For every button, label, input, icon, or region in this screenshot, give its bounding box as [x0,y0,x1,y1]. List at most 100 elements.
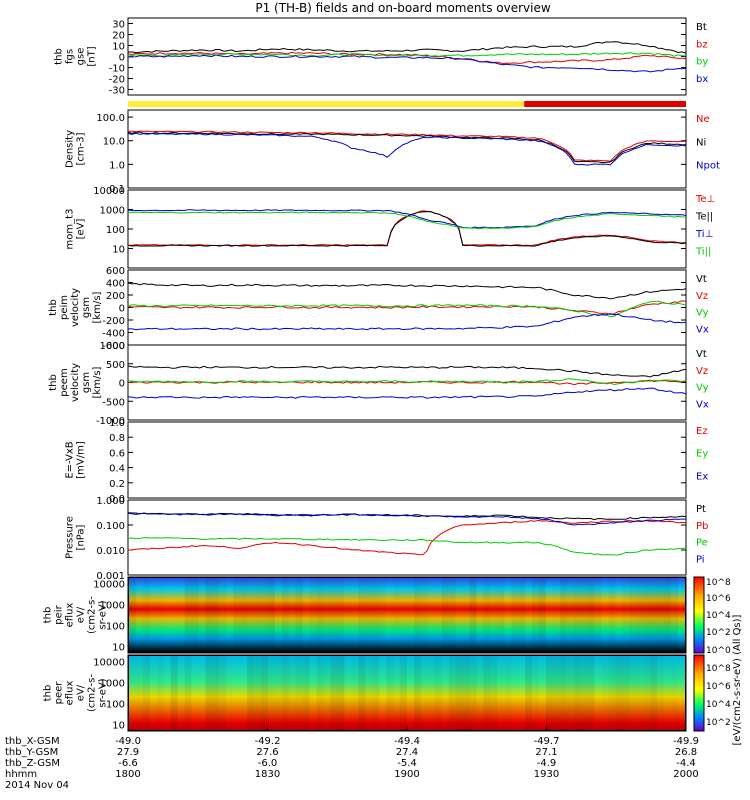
xrow-value-1-2: 27.4 [396,747,418,758]
ytick-label-peer_eflux-0: 10000 [93,657,125,668]
ytick-label-mom_t3-2: 100 [106,225,125,236]
spectro-col-peir_eflux-5 [163,578,171,652]
spectro-col-peer_eflux-50 [476,656,484,730]
xrow-label-2: thb_Z-GSM [5,758,60,769]
series-line-peim_velocity-3 [127,313,687,331]
ytick-label-mom_t3-1: 1000 [100,206,125,217]
spectro-col-peer_eflux-53 [497,656,505,730]
spectro-col-peir_eflux-21 [274,578,282,652]
ytick-label-pressure-0: 1.000 [96,496,125,507]
spectro-col-peer_eflux-51 [483,656,491,730]
spectro-col-peir_eflux-26 [309,578,317,652]
spectro-col-peer_eflux-6 [170,656,178,730]
spectro-col-peer_eflux-68 [601,656,609,730]
spectro-col-peir_eflux-23 [288,578,296,652]
spectro-col-peer_eflux-65 [580,656,588,730]
ytick-label-peim_velocity-0: 600 [106,266,125,277]
spectro-col-peer_eflux-18 [254,656,262,730]
ylabel-density-0: Density [65,130,76,168]
series-line-fgs-1 [127,51,687,65]
ytick-label-peem_velocity-0: 1000 [100,341,125,352]
spectro-col-peir_eflux-22 [281,578,289,652]
spectrogram-peer_eflux [129,656,685,730]
spectro-col-peir_eflux-68 [601,578,609,652]
xrow-label-0: thb_X-GSM [5,736,60,747]
spectro-col-peer_eflux-14 [226,656,234,730]
ytick-label-peer_eflux-2: 100 [106,700,125,711]
xrow-value-0-1: -49.2 [255,736,281,747]
ylabel-peem_velocity-3: gsm [81,372,92,393]
spectro-col-peer_eflux-40 [407,656,414,730]
spectro-col-peir_eflux-72 [629,578,637,652]
spectro-col-peer_eflux-37 [386,656,394,730]
panel-frame-peim_velocity [127,269,687,346]
chart-title: P1 (TH-B) fields and on-board moments ov… [255,1,551,15]
spectro-col-peir_eflux-73 [636,578,644,652]
spectro-col-peer_eflux-74 [643,656,651,730]
spectro-col-peer_eflux-59 [539,656,546,730]
spectro-col-peir_eflux-12 [212,578,220,652]
ylabel-peer_eflux-5: sr-eV) [98,678,109,707]
xrow-value-3-3: 1930 [534,769,559,780]
spectro-col-peer_eflux-23 [288,656,296,730]
spectro-col-peer_eflux-73 [636,656,644,730]
spectro-col-peer_eflux-19 [261,656,268,730]
series-line-density-0 [128,130,687,162]
legend-peem_velocity-2: Vy [696,383,709,394]
ytick-label-peir_eflux-1: 1000 [100,600,125,611]
spectro-col-peer_eflux-64 [573,656,581,730]
spectro-col-peir_eflux-57 [525,578,533,652]
ylabel-E_field-1: [mV/m] [76,441,87,479]
spectro-col-peer_eflux-30 [337,656,345,730]
spectrogram-peir_eflux [129,578,685,652]
spectro-col-peer_eflux-52 [490,656,498,730]
ylabel-peer_eflux-4: (cm2-s- [87,674,98,712]
ylabel-peer_eflux-2: eflux [65,681,76,706]
spectro-col-peer_eflux-69 [608,656,616,730]
spectro-col-peer_eflux-61 [552,656,560,730]
spectro-col-peer_eflux-20 [268,656,275,730]
ytick-label-fgs-4: -10 [109,64,125,75]
colorbar-title: [eV/(cm2-s-sr-eV) (All Qs)] [732,614,743,745]
spectro-col-peer_eflux-56 [518,656,526,730]
xrow-value-1-4: 26.8 [675,747,697,758]
xrow-value-3-1: 1830 [255,769,280,780]
legend-mom_t3-1: Te|| [695,212,713,223]
xrow-value-3-0: 1800 [115,769,140,780]
ylabel-peir_eflux-5: sr-eV) [98,600,109,629]
series-line-peem_velocity-3 [127,387,687,399]
spectro-col-peer_eflux-31 [344,656,352,730]
spectro-col-peer_eflux-24 [295,656,303,730]
ytick-label-fgs-0: 30 [112,20,125,31]
legend-peim_velocity-3: Vx [696,324,709,335]
spectro-col-peer_eflux-27 [316,656,324,730]
ytick-label-peer_eflux-1: 1000 [100,678,125,689]
legend-fgs-1: bz [696,39,708,50]
colorbar-0 [693,576,705,654]
spectro-col-peer_eflux-55 [511,656,519,730]
spectro-col-peer_eflux-63 [566,656,574,730]
ylabel-density-1: [cm-3] [76,132,87,165]
spectro-col-peir_eflux-10 [198,578,206,652]
colorbar-label-4: 10^0 [706,646,731,656]
panel-frame-E_field [127,421,687,499]
spectro-col-peer_eflux-34 [365,656,373,730]
spectro-col-peir_eflux-6 [170,578,178,652]
legend-peim_velocity-2: Vy [696,308,709,319]
spectro-col-peer_eflux-11 [205,656,213,730]
spectro-col-peir_eflux-76 [657,578,665,652]
spectro-col-peer_eflux-47 [455,656,463,730]
spectro-col-peer_eflux-2 [142,656,150,730]
spectro-col-peer_eflux-33 [358,656,366,730]
panel-frame-mom_t3 [127,189,687,269]
spectro-col-peer_eflux-75 [650,656,658,730]
spectro-col-peir_eflux-42 [420,578,428,652]
spectro-col-peer_eflux-70 [615,656,623,730]
spectro-col-peir_eflux-19 [261,578,268,652]
spectro-col-peer_eflux-1 [135,656,143,730]
legend-fgs-3: bx [696,74,708,85]
spectro-col-peir_eflux-45 [441,578,449,652]
legend-density-0: Ne [696,114,710,125]
spectro-col-peir_eflux-48 [462,578,470,652]
spectro-col-peir_eflux-39 [400,578,407,652]
